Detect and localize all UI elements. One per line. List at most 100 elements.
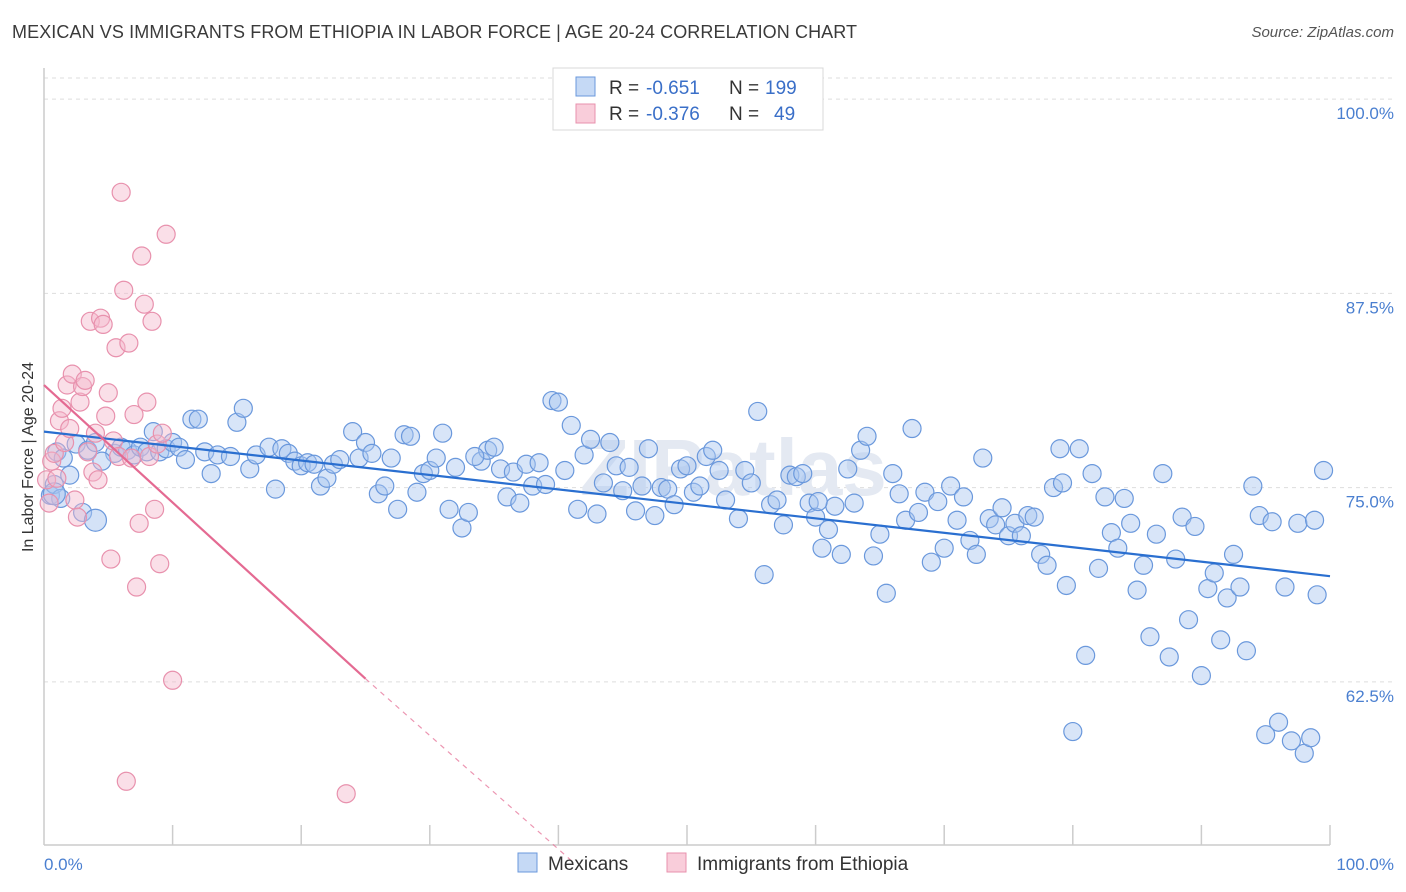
mexicans-point-198 xyxy=(1304,510,1325,530)
mexicans-point-154 xyxy=(1069,439,1089,459)
x-tick-label-max: 100.0% xyxy=(1336,855,1394,874)
ethiopia-point-20 xyxy=(88,470,108,490)
series-legend-swatch-mexicans xyxy=(517,852,538,873)
ethiopia-point-30 xyxy=(114,280,134,300)
mexicans-trend-line xyxy=(43,430,1331,578)
mexicans-point-175 xyxy=(1204,563,1224,583)
mexicans-point-115 xyxy=(818,519,839,540)
mexicans-point-101 xyxy=(728,509,749,529)
mexicans-point-102 xyxy=(735,460,755,481)
ethiopia-point-31 xyxy=(116,771,136,791)
mexicans-point-58 xyxy=(439,499,459,519)
ethiopia-point-48 xyxy=(336,784,356,804)
mexicans-point-164 xyxy=(1133,555,1154,575)
mexicans-point-79 xyxy=(580,429,601,450)
mexicans-point-168 xyxy=(1159,647,1179,667)
mexicans-point-99 xyxy=(709,460,729,481)
mexicans-point-191 xyxy=(1307,585,1327,605)
mexicans-point-3 xyxy=(53,448,73,468)
series-legend-label-ethiopia: Immigrants from Ethiopia xyxy=(697,854,909,875)
mexicans-point-150 xyxy=(1043,477,1064,498)
ethiopia-point-47 xyxy=(163,670,183,690)
mexicans-point-87 xyxy=(632,476,652,496)
mexicans-point-89 xyxy=(645,505,665,526)
mexicans-point-187 xyxy=(1281,731,1302,751)
ethiopia-point-24 xyxy=(98,383,118,403)
mexicans-point-47 xyxy=(368,484,388,504)
mexicans-point-85 xyxy=(619,457,639,477)
mexicans-point-81 xyxy=(593,473,614,493)
trend-lines xyxy=(43,384,1331,861)
mexicans-point-82 xyxy=(600,432,620,453)
legend-r-value-1: -0.376 xyxy=(646,104,700,125)
ethiopia-point-0 xyxy=(36,470,57,490)
mexicans-point-90 xyxy=(651,477,671,498)
mexicans-point-45 xyxy=(355,432,376,453)
mexicans-point-178 xyxy=(1223,544,1244,565)
ethiopia-point-12 xyxy=(67,507,88,527)
ethiopia-point-46 xyxy=(156,224,176,244)
mexicans-point-141 xyxy=(986,515,1006,535)
grid-lines xyxy=(44,77,1394,683)
mexicans-point-80 xyxy=(587,504,607,524)
mexicans-point-132 xyxy=(928,491,948,512)
mexicans-point-163 xyxy=(1127,580,1147,600)
mexicans-point-46 xyxy=(362,443,382,463)
ethiopia-point-16 xyxy=(78,442,98,462)
mexicans-point-86 xyxy=(625,501,646,521)
mexicans-point-185 xyxy=(1268,712,1289,732)
mexicans-point-121 xyxy=(857,426,877,446)
mexicans-point-38 xyxy=(304,454,324,474)
mexicans-point-120 xyxy=(851,440,871,460)
mexicans-point-105 xyxy=(754,565,774,585)
legend-n-label-0: N = xyxy=(729,78,759,99)
ethiopia-point-1 xyxy=(39,493,59,513)
ethiopia-point-15 xyxy=(75,370,95,390)
mexicans-point-131 xyxy=(921,552,941,572)
mexicans-point-153 xyxy=(1063,721,1083,742)
mexicans-point-149 xyxy=(1037,555,1057,575)
series-legend: Mexicans Immigrants from Ethiopia xyxy=(517,852,909,875)
mexicans-point-76 xyxy=(561,415,581,436)
mexicans-point-142 xyxy=(992,498,1012,518)
ethiopia-point-38 xyxy=(134,294,154,314)
mexicans-point-59 xyxy=(445,457,466,477)
mexicans-point-94 xyxy=(677,456,697,476)
mexicans-point-119 xyxy=(844,493,864,513)
mexicans-points xyxy=(40,390,1334,763)
mexicans-point-156 xyxy=(1082,463,1102,484)
mexicans-point-26 xyxy=(220,446,241,467)
mexicans-point-197 xyxy=(1052,473,1073,493)
mexicans-point-125 xyxy=(883,463,903,484)
y-axis-tick-labels: 62.5% 75.0% 87.5% 100.0% xyxy=(1336,104,1394,706)
legend-swatch-mexicans xyxy=(575,76,596,97)
ethiopia-point-4 xyxy=(47,468,67,488)
mexicans-point-161 xyxy=(1114,488,1134,509)
ethiopia-point-45 xyxy=(152,423,172,443)
ethiopia-point-5 xyxy=(49,411,70,431)
mexicans-point-64 xyxy=(484,437,504,457)
mexicans-point-183 xyxy=(1256,725,1276,745)
mexicans-point-74 xyxy=(548,392,569,412)
mexicans-point-171 xyxy=(1178,610,1199,630)
mexicans-point-51 xyxy=(394,425,414,445)
ethiopia-point-13 xyxy=(70,392,90,412)
source-credit: Source: ZipAtlas.com xyxy=(1251,24,1394,41)
mexicans-point-117 xyxy=(831,544,851,565)
mexicans-point-108 xyxy=(773,515,794,535)
ethiopia-point-42 xyxy=(144,499,165,519)
mexicans-point-186 xyxy=(1275,577,1295,597)
mexicans-point-32 xyxy=(265,479,286,499)
ethiopia-trend-extension xyxy=(365,678,572,861)
mexicans-point-96 xyxy=(690,476,710,496)
mexicans-point-126 xyxy=(889,484,909,504)
legend-r-value-0: -0.651 xyxy=(646,78,700,99)
mexicans-point-24 xyxy=(201,463,221,484)
mexicans-point-146 xyxy=(1018,505,1038,526)
ethiopia-point-39 xyxy=(137,392,157,412)
legend-n-label-1: N = xyxy=(729,104,759,125)
mexicans-point-71 xyxy=(529,453,549,473)
mexicans-point-large-b xyxy=(83,508,108,532)
ethiopia-points xyxy=(36,182,356,804)
